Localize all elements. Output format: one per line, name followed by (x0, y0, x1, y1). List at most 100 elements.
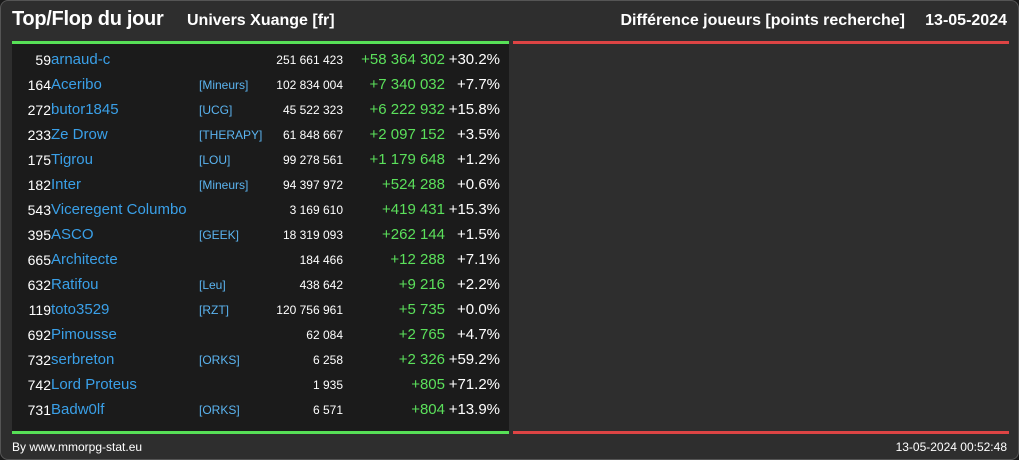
player-rank: 732 (27, 352, 51, 368)
points-difference: +419 431 (382, 201, 445, 218)
player-rank: 543 (27, 202, 51, 218)
table-row: 632 Ratifou [Leu] 438 642 +9 216 +2.2% (12, 273, 509, 298)
table-row: 182 Inter [Mineurs] 94 397 972 +524 288 +0.6% (12, 173, 509, 198)
percent-change: +15.8% (448, 101, 500, 118)
player-points: 438 642 (299, 278, 343, 292)
player-name-link[interactable]: arnaud-c (51, 51, 111, 68)
player-name-link[interactable]: Lord Proteus (51, 376, 137, 393)
player-rank: 182 (27, 177, 51, 193)
alliance-tag: [GEEK] (199, 228, 240, 242)
points-difference: +2 765 (398, 326, 445, 343)
alliance-tag: [THERAPY] (199, 128, 263, 142)
percent-change: +30.2% (448, 51, 500, 68)
player-points: 18 319 093 (282, 228, 343, 242)
player-rank: 175 (27, 152, 51, 168)
page-title: Top/Flop du jour (12, 8, 164, 30)
percent-change: +71.2% (448, 376, 500, 393)
player-rank: 233 (27, 127, 51, 143)
alliance-tag: [ORKS] (199, 353, 240, 367)
percent-change: +3.5% (457, 126, 500, 143)
points-difference: +524 288 (382, 176, 445, 193)
player-rank: 395 (27, 227, 51, 243)
percent-change: +7.7% (457, 76, 500, 93)
points-difference: +805 (411, 376, 445, 393)
top-gainers-panel: 59 arnaud-c 251 661 423 +58 364 302 +30.2% 16… (12, 44, 509, 431)
player-name-link[interactable]: Inter (51, 176, 82, 193)
alliance-tag: [ORKS] (199, 403, 240, 417)
player-points: 99 278 561 (282, 153, 343, 167)
player-name-link[interactable]: Ze Drow (51, 126, 108, 143)
player-name-link[interactable]: Tigrou (51, 151, 93, 168)
table-row: 233 Ze Drow [THERAPY] 61 848 667 +2 097 152 +… (12, 123, 509, 148)
table-row: 119 toto3529 [RZT] 120 756 961 +5 735 +0.0% (12, 298, 509, 323)
points-difference: +2 097 152 (369, 126, 446, 143)
percent-change: +1.5% (457, 226, 500, 243)
footer-credit: By www.mmorpg-stat.eu (12, 440, 143, 454)
points-difference: +9 216 (398, 276, 445, 293)
player-points: 102 834 004 (276, 78, 343, 92)
player-name-link[interactable]: Aceribo (51, 76, 102, 93)
player-name-link[interactable]: Ratifou (51, 276, 99, 293)
player-name-link[interactable]: Viceregent Columbo (51, 201, 187, 218)
alliance-tag: [Leu] (199, 278, 226, 292)
player-name-link[interactable]: Pimousse (51, 326, 117, 343)
percent-change: +1.2% (457, 151, 500, 168)
table-row: 59 arnaud-c 251 661 423 +58 364 302 +30.2% (12, 48, 509, 73)
player-rank: 632 (27, 277, 51, 293)
player-name-link[interactable]: Badw0lf (51, 401, 105, 418)
player-points: 3 169 610 (289, 203, 343, 217)
player-name-link[interactable]: Architecte (51, 251, 118, 268)
bottom-divider-green (12, 431, 509, 434)
alliance-tag: [Mineurs] (199, 178, 249, 192)
alliance-tag: [Mineurs] (199, 78, 249, 92)
player-rank: 119 (28, 302, 51, 318)
table-row: 175 Tigrou [LOU] 99 278 561 +1 179 648 +1.2% (12, 148, 509, 173)
points-difference: +7 340 032 (369, 76, 446, 93)
player-points: 61 848 667 (282, 128, 343, 142)
points-difference: +5 735 (398, 301, 445, 318)
player-name-link[interactable]: toto3529 (51, 301, 110, 318)
player-name-link[interactable]: ASCO (51, 226, 94, 243)
percent-change: +7.1% (457, 251, 500, 268)
points-difference: +58 364 302 (361, 51, 445, 68)
percent-change: +15.3% (448, 201, 500, 218)
percent-change: +59.2% (448, 351, 500, 368)
player-rank: 731 (27, 402, 51, 418)
points-difference: +12 288 (390, 251, 445, 268)
points-difference: +2 326 (398, 351, 445, 368)
table-row: 543 Viceregent Columbo 3 169 610 +419 431 +1… (12, 198, 509, 223)
player-points: 94 397 972 (282, 178, 343, 192)
percent-change: +2.2% (457, 276, 500, 293)
bottom-divider-red (513, 431, 1009, 434)
player-points: 120 756 961 (276, 303, 343, 317)
flop-panel (513, 44, 1009, 431)
metric-label: Différence joueurs [points recherche] (620, 12, 905, 29)
percent-change: +0.6% (457, 176, 500, 193)
player-rank: 59 (35, 52, 51, 68)
table-row: 732 serbreton [ORKS] 6 258 +2 326 +59.2% (12, 348, 509, 373)
date-label: 13-05-2024 (925, 12, 1007, 29)
player-points: 1 935 (312, 378, 343, 392)
points-difference: +804 (411, 401, 445, 418)
universe-label: Univers Xuange [fr] (187, 12, 335, 29)
table-row: 395 ASCO [GEEK] 18 319 093 +262 144 +1.5% (12, 223, 509, 248)
table-row: 731 Badw0lf [ORKS] 6 571 +804 +13.9% (12, 398, 509, 423)
footer-timestamp: 13-05-2024 00:52:48 (895, 440, 1007, 454)
points-difference: +1 179 648 (369, 151, 446, 168)
player-points: 184 466 (299, 253, 343, 267)
player-points: 6 258 (312, 353, 343, 367)
player-points: 251 661 423 (276, 53, 343, 67)
table-row: 164 Aceribo [Mineurs] 102 834 004 +7 340 032… (12, 73, 509, 98)
player-name-link[interactable]: serbreton (51, 351, 115, 368)
table-row: 692 Pimousse 62 084 +2 765 +4.7% (12, 323, 509, 348)
player-points: 62 084 (306, 328, 343, 342)
points-difference: +262 144 (382, 226, 445, 243)
alliance-tag: [UCG] (199, 103, 233, 117)
player-name-link[interactable]: butor1845 (51, 101, 119, 118)
alliance-tag: [LOU] (199, 153, 231, 167)
top-divider-red (513, 41, 1009, 44)
player-rank: 272 (27, 102, 51, 118)
table-row: 665 Architecte 184 466 +12 288 +7.1% (12, 248, 509, 273)
table-row: 742 Lord Proteus 1 935 +805 +71.2% (12, 373, 509, 398)
player-rank: 665 (27, 252, 51, 268)
